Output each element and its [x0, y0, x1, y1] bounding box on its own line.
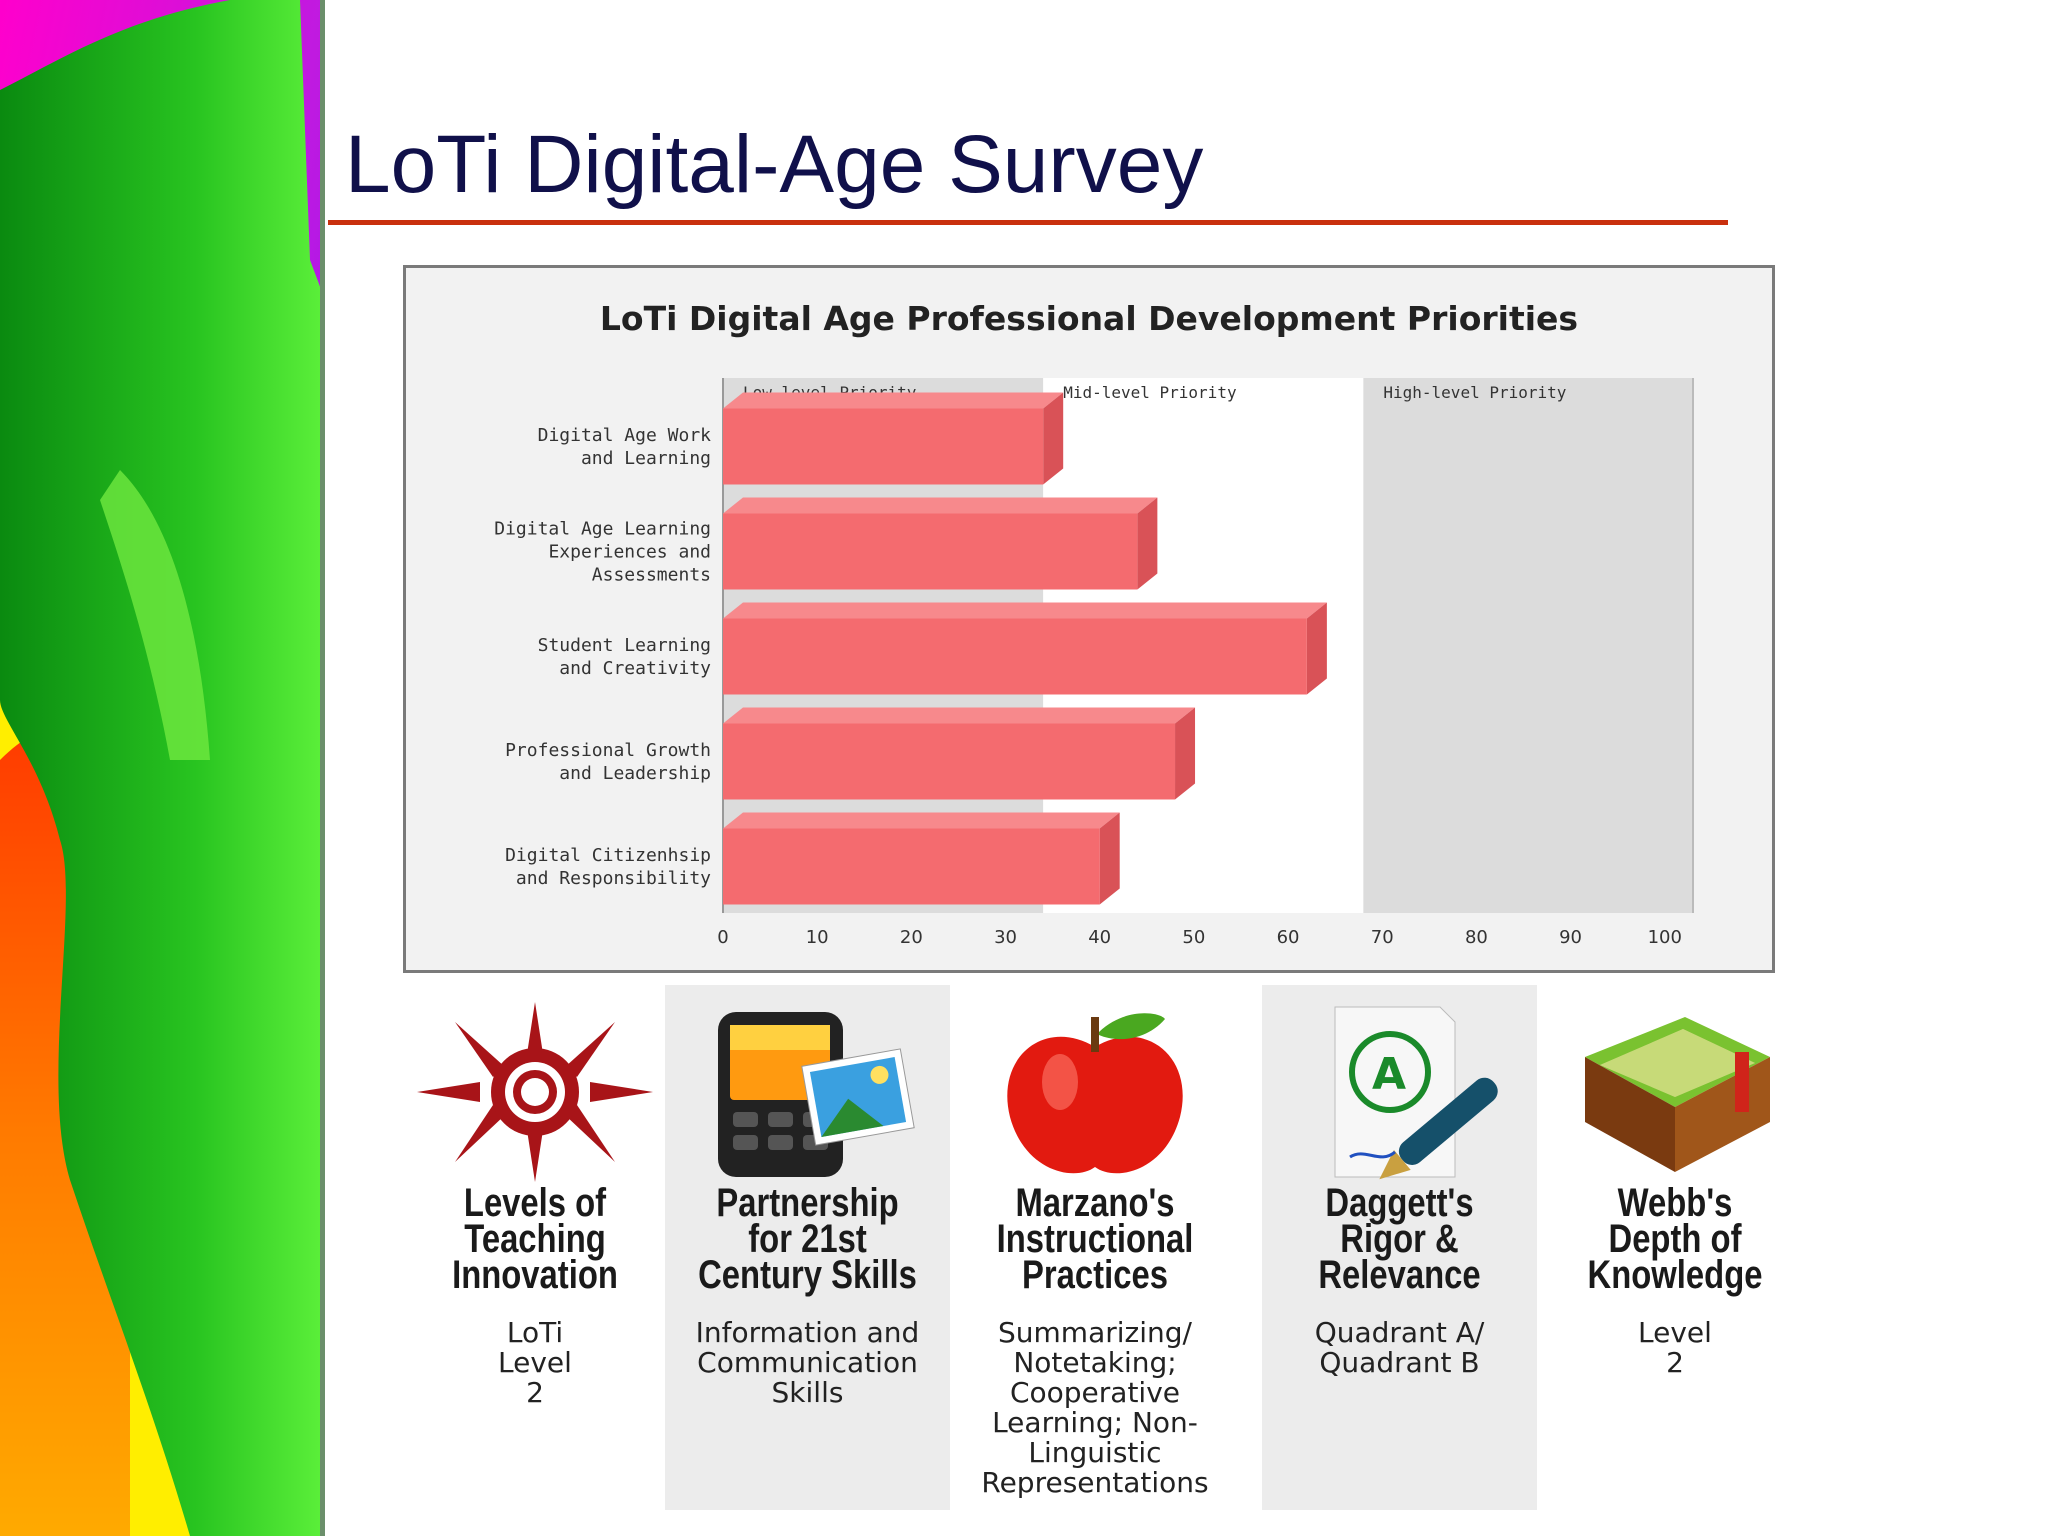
framework-panel: Levels of Teaching Innovation LoTi Level 2 [405, 985, 665, 1510]
framework-name: Webb's Depth of Knowledge [1564, 1181, 1785, 1297]
x-tick-label: 0 [717, 927, 728, 948]
x-tick-label: 20 [900, 927, 923, 948]
category-labels: Digital Age Work and Learning Digital Age … [494, 425, 711, 889]
framework-panel: Marzano's Instructional Practices Summarizi… [950, 985, 1240, 1510]
bar-side-face [1175, 707, 1196, 800]
framework-detail-line: Summarizing/ [998, 1316, 1192, 1349]
x-tick-label: 70 [1371, 927, 1394, 948]
decorative-side-art [0, 0, 325, 1536]
x-tick-label: 90 [1559, 927, 1582, 948]
framework-name: Levels of Teaching Innovation [428, 1181, 641, 1297]
bar [723, 513, 1138, 590]
framework-detail: Quadrant A/Quadrant B [1262, 1318, 1537, 1378]
framework-detail-line: Cooperative [1009, 1376, 1181, 1409]
chart-title: LoTi Digital Age Professional Developmen… [600, 299, 1578, 338]
bar-side-face [1099, 812, 1120, 905]
framework-detail-line: Communication [697, 1346, 918, 1379]
framework-name: Partnership for 21st Century Skills [691, 1181, 925, 1297]
x-tick-label: 100 [1648, 927, 1682, 948]
x-tick-label: 50 [1182, 927, 1205, 948]
x-tick-label: 60 [1277, 927, 1300, 948]
phone-photo-icon [665, 997, 950, 1197]
x-tick-label: 10 [806, 927, 829, 948]
framework-name-line: Practices [1022, 1253, 1168, 1297]
framework-name-line: Instructional [996, 1217, 1194, 1261]
framework-name-line: Marzano's [1015, 1181, 1175, 1225]
zone-label: Mid-level Priority [1063, 383, 1237, 402]
book-icon [1540, 997, 1810, 1197]
graded-paper-pen-icon: A [1262, 997, 1537, 1197]
framework-detail: Summarizing/Notetaking; Cooperative Learni… [950, 1318, 1240, 1498]
framework-panel: Webb's Depth of Knowledge Level 2 [1540, 985, 1810, 1510]
framework-name-line: Innovation [452, 1253, 618, 1297]
framework-name-line: Relevance [1318, 1253, 1481, 1297]
framework-detail-line: Quadrant A/ [1314, 1316, 1485, 1349]
framework-detail-line: 2 [526, 1376, 544, 1409]
framework-detail-line: Level [1638, 1316, 1712, 1349]
framework-name-line: Depth of [1608, 1217, 1742, 1261]
framework-name-line: for 21st [748, 1217, 867, 1261]
category-label: Digital Age Learning Experiences and Asses… [494, 519, 711, 586]
apple-icon [950, 997, 1240, 1197]
x-tick-label: 80 [1465, 927, 1488, 948]
framework-name-line: Webb's [1617, 1181, 1733, 1225]
bar-top-face [723, 392, 1064, 409]
framework-name-line: Knowledge [1587, 1253, 1763, 1297]
framework-name-line: Century Skills [698, 1253, 917, 1297]
framework-detail-line: Representations [981, 1466, 1209, 1499]
framework-detail-line: Level [498, 1346, 572, 1379]
priority-zone [1363, 378, 1693, 913]
slide-title: LoTi Digital-Age Survey [345, 119, 1204, 210]
framework-detail-line: LoTi [506, 1316, 564, 1349]
chart-frame: LoTi Digital Age Professional Developmen… [403, 265, 1775, 973]
framework-panel: Partnership for 21st Century Skills Informa… [665, 985, 950, 1510]
title-underline [328, 220, 1728, 225]
framework-detail-line: Learning; Non- [992, 1406, 1198, 1439]
bars [723, 392, 1327, 905]
sun-icon [405, 997, 665, 1197]
category-label: Student Learning and Creativity [538, 635, 712, 679]
bar-top-face [723, 812, 1120, 829]
framework-detail: Level 2 [1540, 1318, 1810, 1378]
framework-detail-line: Quadrant B [1319, 1346, 1480, 1379]
bar-top-face [723, 707, 1196, 724]
bar-chart: LoTi Digital Age Professional Developmen… [494, 299, 1694, 948]
category-label: Digital Age Work and Learning [538, 425, 712, 469]
x-axis-ticks: 0 10 20 30 40 50 60 70 80 90 100 [717, 927, 1682, 948]
bar-side-face [1306, 602, 1327, 695]
bar [723, 723, 1176, 800]
x-tick-label: 30 [994, 927, 1017, 948]
framework-detail-line: Skills [771, 1376, 844, 1409]
framework-detail: Information and Communication Skills [665, 1318, 950, 1408]
framework-name-line: Daggett's [1325, 1181, 1474, 1225]
framework-detail-line: Notetaking; [1013, 1346, 1177, 1379]
framework-name-line: Rigor & [1340, 1217, 1459, 1261]
framework-detail: LoTi Level 2 [405, 1318, 665, 1408]
bar-top-face [723, 602, 1327, 619]
zone-label: High-level Priority [1383, 383, 1566, 402]
bar [723, 618, 1307, 695]
bar [723, 828, 1100, 905]
svg-text:A: A [1372, 1049, 1406, 1100]
category-label: Digital Citizenhsip and Responsibility [505, 845, 711, 889]
category-label: Professional Growth and Leadership [505, 740, 711, 784]
x-tick-label: 40 [1088, 927, 1111, 948]
bar-side-face [1137, 497, 1158, 590]
framework-name-line: Teaching [464, 1217, 606, 1261]
framework-name: Daggett's Rigor & Relevance [1287, 1181, 1513, 1297]
bar [723, 408, 1044, 485]
framework-name: Marzano's Instructional Practices [976, 1181, 1214, 1297]
framework-panel: A Daggett's Rigor & Relevance Quadrant A/Qu… [1262, 985, 1537, 1510]
framework-detail-line: Linguistic [1028, 1436, 1162, 1469]
framework-detail-line: 2 [1666, 1346, 1684, 1379]
framework-name-line: Partnership [716, 1181, 899, 1225]
framework-detail-line: Information and [695, 1316, 920, 1349]
bar-side-face [1043, 392, 1064, 485]
framework-name-line: Levels of [463, 1181, 607, 1225]
bar-top-face [723, 497, 1158, 514]
